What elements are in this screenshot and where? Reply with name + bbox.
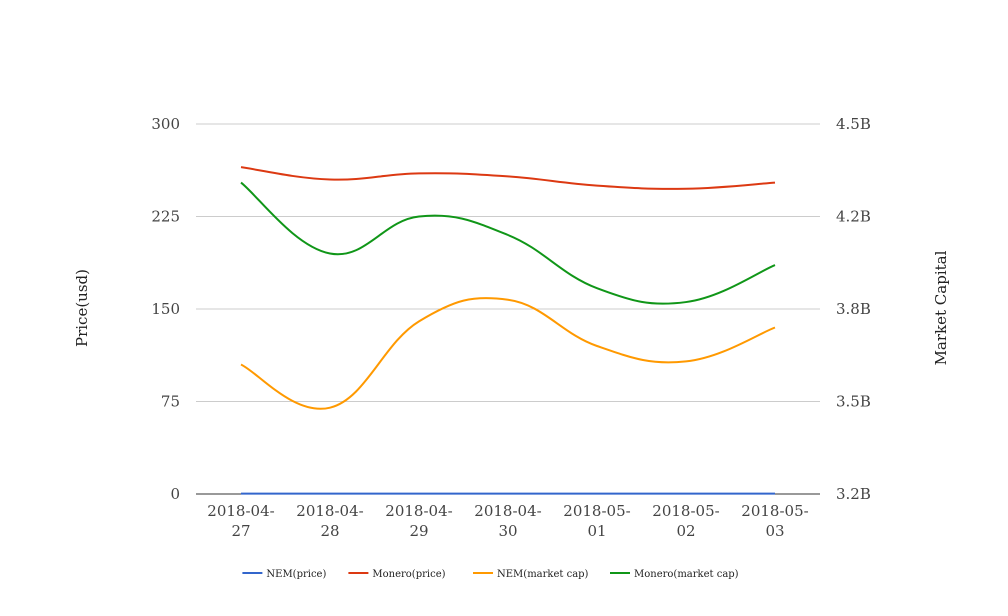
gridlines bbox=[196, 123, 820, 495]
x-tick-label: 2018-04-27 bbox=[207, 502, 274, 540]
legend-label: Monero(price) bbox=[372, 569, 445, 580]
legend: NEM(price) Monero(price) NEM(market cap) Mo… bbox=[242, 569, 739, 580]
legend-item: Monero(price) bbox=[348, 569, 446, 580]
left-axis-title: Price(usd) bbox=[73, 269, 91, 347]
left-tick-label: 0 bbox=[170, 485, 180, 503]
x-tick-label: 2018-05-02 bbox=[652, 502, 719, 540]
x-tick-label: 2018-04-29 bbox=[385, 502, 452, 540]
x-tick-label: 2018-04-28 bbox=[296, 502, 363, 540]
legend-label: NEM(price) bbox=[266, 569, 326, 580]
right-tick-label: 3.2B bbox=[836, 485, 871, 503]
legend-item: NEM(market cap) bbox=[473, 569, 589, 580]
x-tick-label: 2018-05-01 bbox=[563, 502, 630, 540]
right-tick-label: 3.8B bbox=[836, 300, 871, 318]
right-tick-label: 3.5B bbox=[836, 393, 871, 411]
series-line-monero-market-cap bbox=[240, 181, 776, 305]
right-axis-title: Market Capital bbox=[932, 250, 950, 365]
series-line-monero-price bbox=[240, 166, 776, 190]
series-line-nem-market-cap bbox=[240, 297, 776, 410]
right-tick-label: 4.2B bbox=[836, 208, 871, 226]
x-tick-label: 2018-05-03 bbox=[741, 502, 808, 540]
legend-label: NEM(market cap) bbox=[497, 569, 589, 580]
left-tick-label: 75 bbox=[161, 393, 180, 411]
legend-item: Monero(market cap) bbox=[610, 569, 739, 580]
x-tick-label: 2018-04-30 bbox=[474, 502, 541, 540]
left-axis-ticks: 0 75 150 225 300 bbox=[151, 115, 180, 503]
left-tick-label: 225 bbox=[151, 208, 180, 226]
left-tick-label: 150 bbox=[151, 300, 180, 318]
x-axis-ticks: 2018-04-27 2018-04-28 2018-04-29 2018-04-30… bbox=[207, 502, 808, 540]
legend-item: NEM(price) bbox=[242, 569, 326, 580]
right-axis-ticks: 3.2B 3.5B 3.8B 4.2B 4.5B bbox=[836, 115, 871, 503]
legend-label: Monero(market cap) bbox=[634, 569, 739, 580]
right-tick-label: 4.5B bbox=[836, 115, 871, 133]
series-lines bbox=[240, 166, 776, 495]
left-tick-label: 300 bbox=[151, 115, 180, 133]
